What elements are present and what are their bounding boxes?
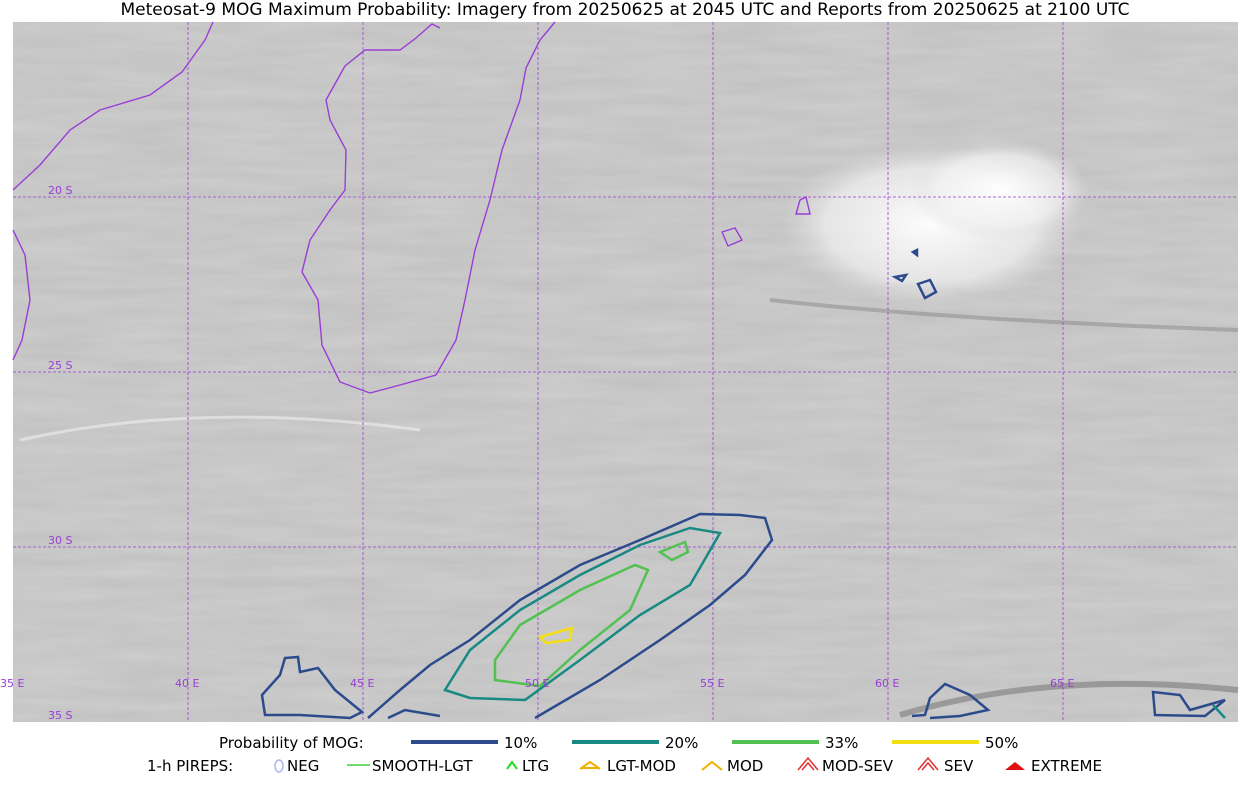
lon-label: 50 E	[525, 677, 549, 690]
lon-label: 65 E	[1050, 677, 1074, 690]
legend-label: LTG	[522, 757, 549, 775]
lat-label: 25 S	[48, 359, 72, 372]
legend-label: 33%	[825, 734, 858, 752]
lon-label: 40 E	[175, 677, 199, 690]
legend-label: EXTREME	[1031, 757, 1102, 775]
title: Meteosat-9 MOG Maximum Probability: Imag…	[120, 0, 1129, 20]
legend-label: 20%	[665, 734, 698, 752]
legend-probability: Probability of MOG: 10% 20% 33% 50%	[219, 734, 1018, 752]
lat-label: 30 S	[48, 534, 72, 547]
mog-contours	[260, 247, 1226, 720]
legend-label: SMOOTH-LGT	[372, 757, 473, 775]
coastlines	[12, 21, 811, 394]
lon-label: 45 E	[350, 677, 374, 690]
legend-pireps: 1-h PIREPS: NEG SMOOTH-LGT LTG LGT-MOD M…	[147, 756, 1102, 775]
legend-title: 1-h PIREPS:	[147, 757, 233, 775]
legend-title: Probability of MOG:	[219, 734, 364, 752]
legend-label: MOD-SEV	[822, 757, 894, 775]
lon-label: 60 E	[875, 677, 899, 690]
lat-label: 35 S	[48, 709, 72, 722]
graticule	[13, 22, 1238, 722]
legend-label: MOD	[727, 757, 763, 775]
lon-label: 55 E	[700, 677, 724, 690]
grid-labels: 35 E 40 E 45 E 50 E 55 E 60 E 65 E 20 S …	[0, 184, 1074, 722]
lat-label: 20 S	[48, 184, 72, 197]
legend-label: NEG	[287, 757, 319, 775]
legend-label: 50%	[985, 734, 1018, 752]
legend-label: 10%	[504, 734, 537, 752]
legend-label: SEV	[944, 757, 974, 775]
lon-label: 35 E	[0, 677, 24, 690]
legend-label: LGT-MOD	[607, 757, 676, 775]
